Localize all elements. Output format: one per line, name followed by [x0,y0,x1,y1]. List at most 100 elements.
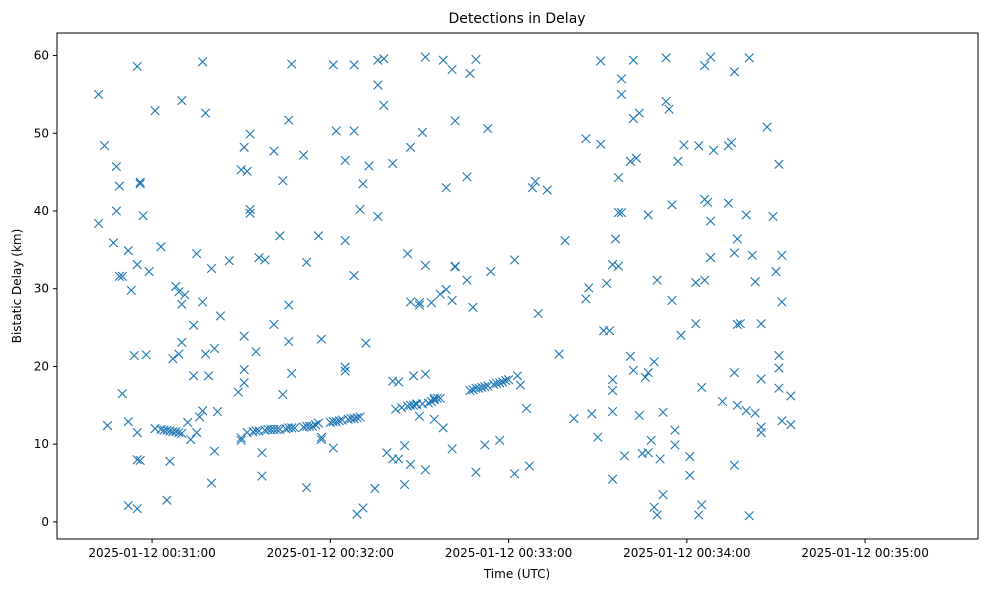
data-point [197,406,208,416]
data-point [414,300,425,310]
data-point [408,400,419,410]
data-point [278,175,288,186]
data-point [521,403,532,414]
data-point [174,349,184,359]
data-point [402,249,413,259]
data-point [494,435,505,445]
data-point [435,393,445,404]
data-point [245,208,255,219]
data-point [450,116,460,126]
data-point [102,420,113,431]
data-point [393,454,404,464]
data-point [257,448,267,458]
data-point [486,266,496,277]
data-point [685,451,695,462]
data-point [661,96,671,107]
data-point [771,266,781,277]
data-point [245,204,255,215]
data-point [492,378,502,389]
data-point [206,263,217,274]
data-point [480,440,490,450]
data-point [702,197,713,208]
data-point [405,142,416,152]
data-point [694,141,704,151]
data-point [191,249,202,259]
data-point [275,231,285,241]
data-point [613,172,624,183]
data-point [316,434,327,445]
data-point [729,460,740,470]
data-point [616,207,627,218]
data-point [667,200,677,210]
data-point [628,55,639,65]
data-point [117,388,128,399]
data-point [316,334,327,344]
data-point [194,412,205,422]
y-tick-label: 30 [34,282,49,296]
data-point [349,126,359,136]
data-point [699,60,710,71]
data-point [316,432,327,442]
data-point [349,413,359,424]
data-point [631,153,642,163]
data-point [432,393,442,404]
data-point [224,256,235,266]
data-point [177,299,187,309]
x-axis-ticks: 2025-01-12 00:31:00 2025-01-12 00:32:00 20… [88,539,929,560]
data-point [777,416,787,426]
data-point [438,55,448,65]
data-point [610,234,621,244]
data-point [284,336,294,347]
data-point [289,423,300,433]
y-axis-ticks: 0 10 20 30 40 50 60 [34,49,57,529]
data-point [717,396,728,407]
data-point [786,391,796,401]
data-point [729,67,740,77]
data-point [114,181,125,191]
data-point [287,59,297,69]
data-point [417,127,428,138]
data-point [640,372,650,383]
data-point [177,428,187,438]
data-point [652,510,662,520]
data-point [257,471,267,481]
data-point [132,455,142,465]
data-point [607,406,618,417]
data-point [212,406,223,417]
data-point [768,211,778,222]
data-point [215,311,226,321]
data-point [254,252,264,263]
data-point [741,406,751,416]
data-point [643,210,653,220]
data-point [269,319,279,330]
data-point [607,259,618,270]
data-point [474,383,484,393]
data-point [527,182,538,193]
data-point [697,382,707,393]
data-point [685,470,695,480]
data-point [191,427,202,438]
data-point [697,500,707,510]
data-point [379,53,389,64]
data-point [616,74,627,84]
data-point [435,289,445,299]
data-point [236,435,246,445]
data-point [313,231,324,241]
data-point [373,80,383,90]
data-point [168,353,178,364]
data-point [99,141,110,151]
data-point [379,100,389,110]
data-point [607,474,618,484]
data-point [465,385,475,396]
data-point [399,479,410,490]
data-point [171,281,181,292]
y-tick-label: 10 [34,437,49,451]
data-point [310,420,321,430]
data-point [744,510,754,521]
data-point [477,382,487,393]
data-point [138,210,148,221]
data-point [429,395,440,405]
data-point [584,283,594,293]
data-point [414,411,425,421]
plot-area [57,33,978,539]
